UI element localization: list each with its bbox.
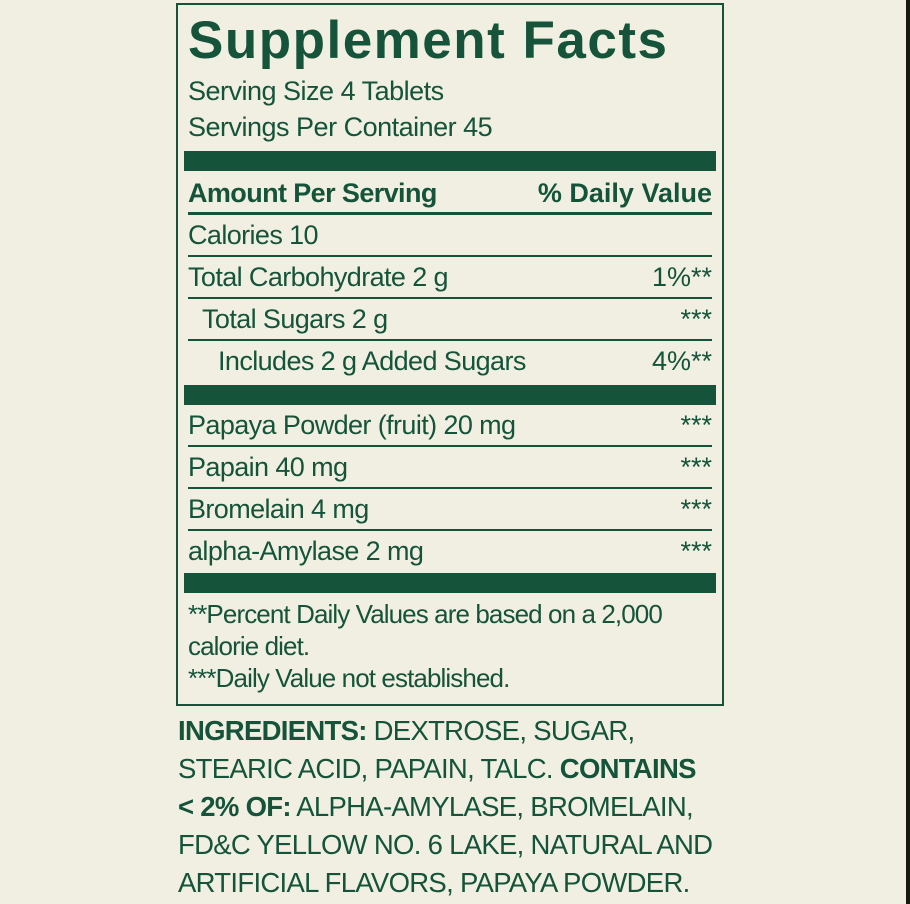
nutrient-name: alpha-Amylase 2 mg (188, 536, 424, 566)
ingredients-line: ARTIFICIAL FLAVORS, PAPAYA POWDER. (178, 864, 712, 902)
ingredients-line: STEARIC ACID, PAPAIN, TALC. CONTAINS (178, 750, 712, 788)
image-edge-strip (906, 0, 910, 904)
nutrient-daily-value: *** (680, 410, 712, 440)
ingredients-statement: INGREDIENTS: DEXTROSE, SUGAR, STEARIC AC… (178, 712, 713, 902)
ingredients-label: INGREDIENTS: (178, 715, 367, 746)
supplement-facts-panel: Supplement Facts Serving Size 4 Tablets … (176, 3, 724, 706)
nutrient-row-bromelain: Bromelain 4 mg *** (188, 489, 712, 529)
ingredients-line: INGREDIENTS: DEXTROSE, SUGAR, (178, 712, 712, 750)
nutrient-daily-value: 4%** (651, 346, 712, 376)
ingredients-text: ALPHA-AMYLASE, BROMELAIN, (290, 791, 693, 822)
separator-bar-bottom (184, 573, 716, 593)
footnotes: **Percent Daily Values are based on a 2,… (188, 598, 712, 694)
less-than-2pct-label: < 2% OF: (178, 791, 292, 822)
nutrient-row-added-sugars: Includes 2 g Added Sugars 4%** (188, 341, 712, 381)
ingredients-line: < 2% OF: ALPHA-AMYLASE, BROMELAIN, (178, 788, 712, 826)
ingredients-text: DEXTROSE, SUGAR, (366, 715, 635, 746)
separator-bar-top (184, 151, 716, 171)
nutrient-name: Papain 40 mg (188, 452, 348, 482)
nutrient-name: Total Sugars 2 g (202, 304, 388, 334)
panel-title: Supplement Facts (188, 11, 669, 70)
column-headers-row: Amount Per Serving % Daily Value (188, 171, 712, 212)
ingredients-text: FD&C YELLOW NO. 6 LAKE, NATURAL AND (178, 829, 713, 860)
row-divider (188, 339, 712, 341)
separator-bar-middle (184, 385, 716, 405)
ingredients-text: ARTIFICIAL FLAVORS, PAPAYA POWDER. (178, 867, 690, 898)
row-divider (188, 529, 712, 531)
nutrient-name: Papaya Powder (fruit) 20 mg (188, 410, 516, 440)
nutrient-name: Includes 2 g Added Sugars (218, 346, 526, 376)
amount-per-serving-header: Amount Per Serving (188, 178, 437, 208)
servings-per-container-text: Servings Per Container 45 (188, 112, 493, 142)
nutrient-row-total-carbohydrate: Total Carbohydrate 2 g 1%** (188, 257, 712, 297)
nutrient-row-calories: Calories 10 (188, 215, 712, 255)
nutrient-daily-value: *** (680, 494, 712, 524)
header-divider (188, 212, 712, 215)
row-divider (188, 255, 712, 257)
row-divider (188, 297, 712, 299)
ingredients-text: STEARIC ACID, PAPAIN, TALC. (178, 753, 560, 784)
nutrient-name: Calories 10 (188, 220, 319, 250)
nutrient-name: Total Carbohydrate 2 g (188, 262, 449, 292)
nutrient-row-alpha-amylase: alpha-Amylase 2 mg *** (188, 531, 712, 571)
nutrient-row-papaya-powder: Papaya Powder (fruit) 20 mg *** (188, 405, 712, 445)
footnote-daily-values-line2: calorie diet. (188, 631, 310, 661)
nutrient-daily-value: 1%** (651, 262, 712, 292)
serving-size-text: Serving Size 4 Tablets (188, 76, 444, 106)
nutrient-daily-value: *** (680, 536, 712, 566)
nutrient-daily-value: *** (680, 452, 712, 482)
nutrient-row-total-sugars: Total Sugars 2 g *** (188, 299, 712, 339)
nutrient-row-papain: Papain 40 mg *** (188, 447, 712, 487)
footnote-not-established: ***Daily Value not established. (188, 663, 510, 693)
footnote-daily-values-line1: **Percent Daily Values are based on a 2,… (188, 599, 663, 629)
daily-value-header: % Daily Value (537, 178, 712, 208)
row-divider (188, 487, 712, 489)
ingredients-line: FD&C YELLOW NO. 6 LAKE, NATURAL AND (178, 826, 713, 864)
contains-label: CONTAINS (559, 753, 697, 784)
nutrient-daily-value: *** (680, 304, 712, 334)
nutrient-name: Bromelain 4 mg (188, 494, 369, 524)
row-divider (188, 445, 712, 447)
